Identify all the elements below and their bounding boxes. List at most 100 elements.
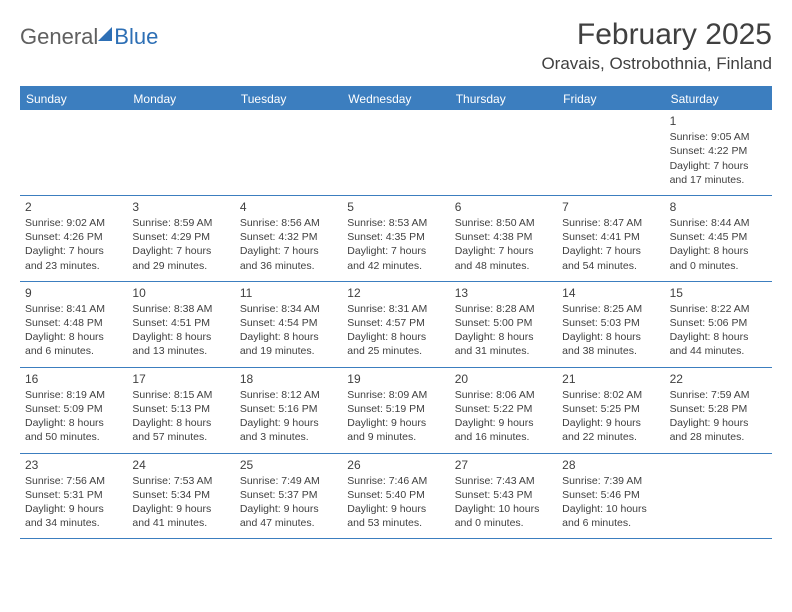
day-ss: Sunset: 4:38 PM [455,230,552,244]
day-d1: Daylight: 8 hours [670,244,767,258]
weekday-header: Saturday [665,88,772,110]
day-ss: Sunset: 5:40 PM [347,488,444,502]
day-cell: 17Sunrise: 8:15 AMSunset: 5:13 PMDayligh… [127,368,234,453]
day-sr: Sunrise: 8:59 AM [132,216,229,230]
day-d2: and 0 minutes. [455,516,552,530]
day-cell-empty [342,110,449,195]
day-ss: Sunset: 4:45 PM [670,230,767,244]
day-number: 11 [240,285,337,301]
day-ss: Sunset: 4:29 PM [132,230,229,244]
day-d2: and 6 minutes. [25,344,122,358]
day-cell: 19Sunrise: 8:09 AMSunset: 5:19 PMDayligh… [342,368,449,453]
day-d1: Daylight: 7 hours [562,244,659,258]
day-number: 23 [25,457,122,473]
day-ss: Sunset: 5:06 PM [670,316,767,330]
day-d2: and 31 minutes. [455,344,552,358]
weekday-header-row: Sunday Monday Tuesday Wednesday Thursday… [20,88,772,110]
day-ss: Sunset: 4:51 PM [132,316,229,330]
day-cell-empty [665,454,772,539]
day-d1: Daylight: 8 hours [347,330,444,344]
day-sr: Sunrise: 8:28 AM [455,302,552,316]
day-number: 24 [132,457,229,473]
day-ss: Sunset: 5:16 PM [240,402,337,416]
day-d1: Daylight: 9 hours [347,416,444,430]
day-number: 1 [670,113,767,129]
day-ss: Sunset: 5:22 PM [455,402,552,416]
week-row: 23Sunrise: 7:56 AMSunset: 5:31 PMDayligh… [20,454,772,540]
day-d2: and 25 minutes. [347,344,444,358]
day-number: 15 [670,285,767,301]
day-sr: Sunrise: 8:02 AM [562,388,659,402]
day-d1: Daylight: 8 hours [670,330,767,344]
day-sr: Sunrise: 7:59 AM [670,388,767,402]
day-cell: 21Sunrise: 8:02 AMSunset: 5:25 PMDayligh… [557,368,664,453]
month-title: February 2025 [541,18,772,52]
day-d2: and 28 minutes. [670,430,767,444]
logo-sail-icon [98,27,112,41]
day-number: 7 [562,199,659,215]
week-row: 16Sunrise: 8:19 AMSunset: 5:09 PMDayligh… [20,368,772,454]
day-d2: and 34 minutes. [25,516,122,530]
day-d1: Daylight: 8 hours [132,416,229,430]
calendar: Sunday Monday Tuesday Wednesday Thursday… [20,86,772,539]
day-d1: Daylight: 9 hours [132,502,229,516]
weekday-header: Monday [127,88,234,110]
day-sr: Sunrise: 7:49 AM [240,474,337,488]
day-number: 8 [670,199,767,215]
day-ss: Sunset: 5:00 PM [455,316,552,330]
day-ss: Sunset: 4:32 PM [240,230,337,244]
day-d1: Daylight: 8 hours [455,330,552,344]
day-d2: and 19 minutes. [240,344,337,358]
day-ss: Sunset: 5:46 PM [562,488,659,502]
day-ss: Sunset: 5:31 PM [25,488,122,502]
day-d2: and 53 minutes. [347,516,444,530]
day-cell: 3Sunrise: 8:59 AMSunset: 4:29 PMDaylight… [127,196,234,281]
day-d2: and 44 minutes. [670,344,767,358]
day-sr: Sunrise: 8:50 AM [455,216,552,230]
day-d2: and 50 minutes. [25,430,122,444]
day-number: 14 [562,285,659,301]
day-number: 26 [347,457,444,473]
day-d2: and 22 minutes. [562,430,659,444]
day-cell: 13Sunrise: 8:28 AMSunset: 5:00 PMDayligh… [450,282,557,367]
day-number: 27 [455,457,552,473]
header: General Blue February 2025 Oravais, Ostr… [20,18,772,74]
day-number: 21 [562,371,659,387]
day-cell: 5Sunrise: 8:53 AMSunset: 4:35 PMDaylight… [342,196,449,281]
day-sr: Sunrise: 9:02 AM [25,216,122,230]
day-cell: 10Sunrise: 8:38 AMSunset: 4:51 PMDayligh… [127,282,234,367]
day-d1: Daylight: 8 hours [240,330,337,344]
day-d2: and 48 minutes. [455,259,552,273]
day-d2: and 29 minutes. [132,259,229,273]
day-ss: Sunset: 4:57 PM [347,316,444,330]
day-sr: Sunrise: 8:22 AM [670,302,767,316]
day-d2: and 47 minutes. [240,516,337,530]
day-d2: and 9 minutes. [347,430,444,444]
day-ss: Sunset: 4:41 PM [562,230,659,244]
logo-text-general: General [20,24,98,50]
day-ss: Sunset: 5:13 PM [132,402,229,416]
day-number: 18 [240,371,337,387]
day-sr: Sunrise: 8:53 AM [347,216,444,230]
day-cell: 22Sunrise: 7:59 AMSunset: 5:28 PMDayligh… [665,368,772,453]
day-ss: Sunset: 5:25 PM [562,402,659,416]
day-cell: 12Sunrise: 8:31 AMSunset: 4:57 PMDayligh… [342,282,449,367]
day-number: 9 [25,285,122,301]
day-d1: Daylight: 7 hours [25,244,122,258]
logo: General Blue [20,24,158,50]
day-ss: Sunset: 4:35 PM [347,230,444,244]
logo-text-blue: Blue [114,24,158,50]
day-number: 5 [347,199,444,215]
day-number: 19 [347,371,444,387]
day-cell: 23Sunrise: 7:56 AMSunset: 5:31 PMDayligh… [20,454,127,539]
day-cell: 18Sunrise: 8:12 AMSunset: 5:16 PMDayligh… [235,368,342,453]
day-cell: 14Sunrise: 8:25 AMSunset: 5:03 PMDayligh… [557,282,664,367]
day-d2: and 6 minutes. [562,516,659,530]
day-d2: and 38 minutes. [562,344,659,358]
day-sr: Sunrise: 7:39 AM [562,474,659,488]
day-ss: Sunset: 4:26 PM [25,230,122,244]
day-ss: Sunset: 4:48 PM [25,316,122,330]
day-ss: Sunset: 5:34 PM [132,488,229,502]
day-cell: 7Sunrise: 8:47 AMSunset: 4:41 PMDaylight… [557,196,664,281]
day-cell: 27Sunrise: 7:43 AMSunset: 5:43 PMDayligh… [450,454,557,539]
